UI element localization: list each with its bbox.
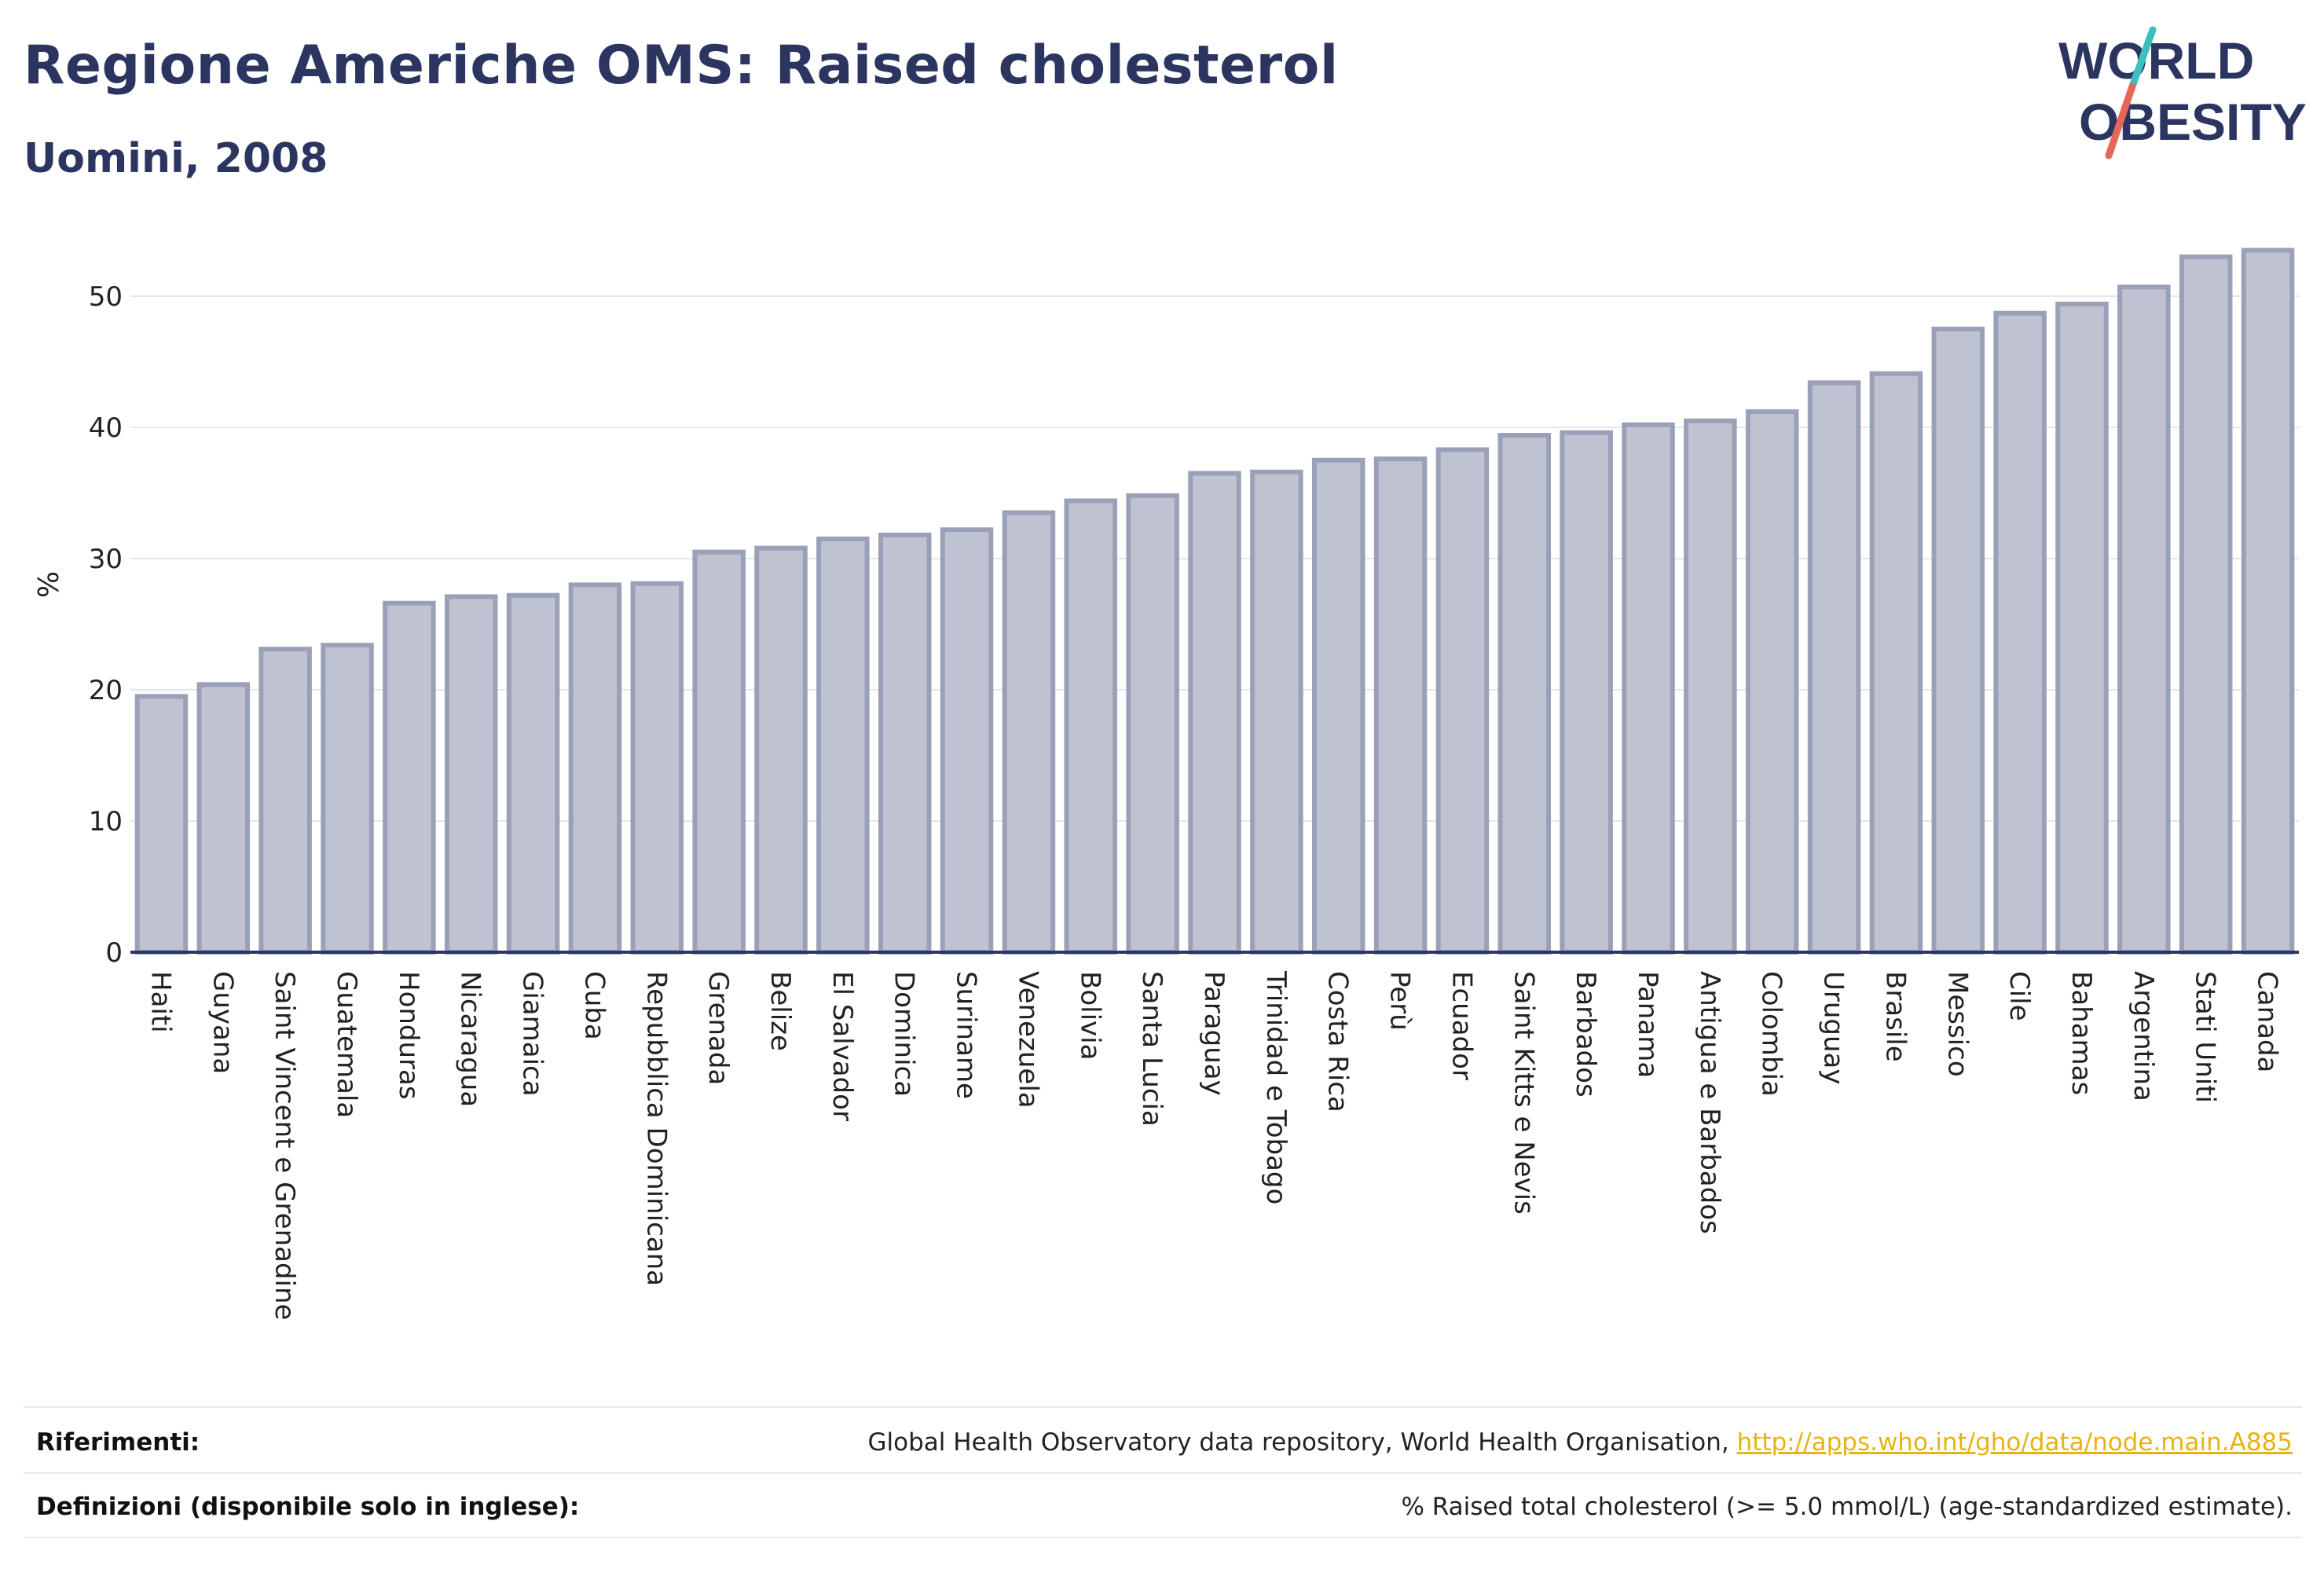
bar — [2055, 302, 2109, 955]
x-tick-label: Argentina — [2128, 971, 2159, 1101]
y-tick-label: 10 — [89, 806, 123, 837]
x-tick-label: Bolivia — [1074, 971, 1105, 1060]
references-link[interactable]: http://apps.who.int/gho/data/node.main.A… — [1736, 1428, 2293, 1457]
bar-chart: 0 10 20 30 40 50% Haiti Guyana Saint Vincent e G… — [33, 247, 2299, 1320]
x-tick-label: Venezuela — [1012, 971, 1043, 1109]
bar — [1807, 380, 1861, 955]
x-tick-label: Repubblica Dominicana — [640, 971, 672, 1286]
bar — [878, 532, 932, 955]
bar — [1002, 510, 1056, 955]
bar — [1993, 310, 2047, 955]
bar — [1745, 409, 1799, 955]
bar — [2117, 284, 2171, 955]
x-tick-label: El Salvador — [827, 971, 858, 1121]
bar — [568, 582, 622, 955]
bar — [816, 536, 870, 955]
bar — [1869, 371, 1923, 955]
footer-divider-top — [24, 1406, 2302, 1408]
y-tick-label: 50 — [89, 281, 123, 313]
bar — [1064, 498, 1118, 955]
x-tick-label: Paraguay — [1198, 971, 1230, 1096]
x-tick-label: Canada — [2252, 971, 2283, 1072]
bar — [1311, 457, 1365, 955]
x-tick-label: Stati Uniti — [2190, 971, 2221, 1103]
bar — [940, 527, 994, 955]
logo-line1: WORLD — [2058, 31, 2254, 90]
y-tick-label: 20 — [89, 675, 123, 706]
x-tick-label: Dominica — [889, 971, 920, 1097]
x-tick-label: Honduras — [393, 971, 424, 1100]
x-tick-label: Santa Lucia — [1136, 971, 1167, 1127]
bar — [1188, 471, 1241, 955]
bar — [1373, 456, 1428, 955]
x-tick-label: Ecuador — [1446, 971, 1477, 1080]
definitions-text: % Raised total cholesterol (>= 5.0 mmol/… — [1401, 1493, 2293, 1521]
x-tick-label: Brasile — [1879, 971, 1911, 1062]
x-tick-label: Costa Rica — [1322, 971, 1354, 1112]
definitions-label: Definizioni (disponibile solo in inglese… — [36, 1493, 580, 1521]
x-tick-label: Uruguay — [1818, 971, 1849, 1085]
bar — [2241, 247, 2295, 955]
x-tick-label: Belize — [764, 971, 796, 1051]
references-text: Global Health Observatory data repositor… — [867, 1428, 1737, 1457]
bar — [506, 592, 560, 955]
x-tick-label: Bahamas — [2066, 971, 2097, 1095]
references-label: Riferimenti: — [36, 1428, 200, 1457]
bar — [1622, 422, 1675, 955]
x-tick-label: Saint Vincent e Grenadine — [269, 971, 300, 1320]
y-tick-label: 30 — [89, 544, 123, 575]
bar — [1126, 493, 1179, 955]
x-tick-label: Saint Kitts e Nevis — [1508, 971, 1539, 1215]
references-value: Global Health Observatory data repositor… — [868, 1428, 2293, 1457]
x-tick-label: Antigua e Barbados — [1694, 971, 1725, 1234]
bar — [134, 694, 189, 955]
x-tick-label: Trinidad e Tobago — [1260, 970, 1292, 1204]
x-tick-label: Panama — [1632, 971, 1663, 1078]
bar — [692, 549, 746, 955]
bar — [754, 545, 808, 955]
chart-title: Regione Americhe OMS: Raised cholesterol — [24, 35, 1339, 97]
world-obesity-logo: WORLD OBESITY — [2058, 26, 2307, 159]
x-tick-label: Cuba — [578, 971, 610, 1040]
x-tick-label: Haiti — [145, 971, 176, 1033]
bar — [1497, 433, 1552, 955]
bar — [1684, 418, 1737, 955]
bar — [1250, 469, 1303, 955]
x-tick-label: Colombia — [1756, 971, 1787, 1097]
bar — [1435, 447, 1490, 955]
footer-divider-bottom — [24, 1537, 2302, 1538]
x-tick-label: Grenada — [702, 971, 734, 1085]
footer-divider-middle — [24, 1472, 2302, 1474]
x-tick-label: Perù — [1384, 971, 1416, 1031]
bar — [630, 581, 684, 955]
bar — [321, 643, 374, 955]
bar — [444, 594, 498, 955]
bar — [1560, 430, 1613, 955]
x-tick-label: Nicaragua — [455, 971, 486, 1107]
chart-subtitle: Uomini, 2008 — [24, 135, 328, 182]
bar — [196, 682, 251, 955]
y-tick-label: 0 — [105, 937, 123, 969]
x-tick-label: Guyana — [207, 971, 238, 1074]
bar — [258, 647, 312, 955]
x-tick-label: Giamaica — [517, 971, 548, 1097]
x-tick-label: Guatemala — [331, 971, 362, 1118]
y-tick-label: 40 — [89, 412, 123, 444]
x-tick-label: Cile — [2003, 971, 2035, 1021]
bar — [2179, 254, 2233, 955]
x-tick-label: Barbados — [1570, 971, 1601, 1098]
y-axis-label: % — [33, 571, 65, 598]
bar — [1931, 326, 1985, 955]
x-tick-label: Messico — [1941, 971, 1973, 1077]
x-tick-label: Suriname — [951, 971, 982, 1099]
bar — [383, 600, 436, 955]
